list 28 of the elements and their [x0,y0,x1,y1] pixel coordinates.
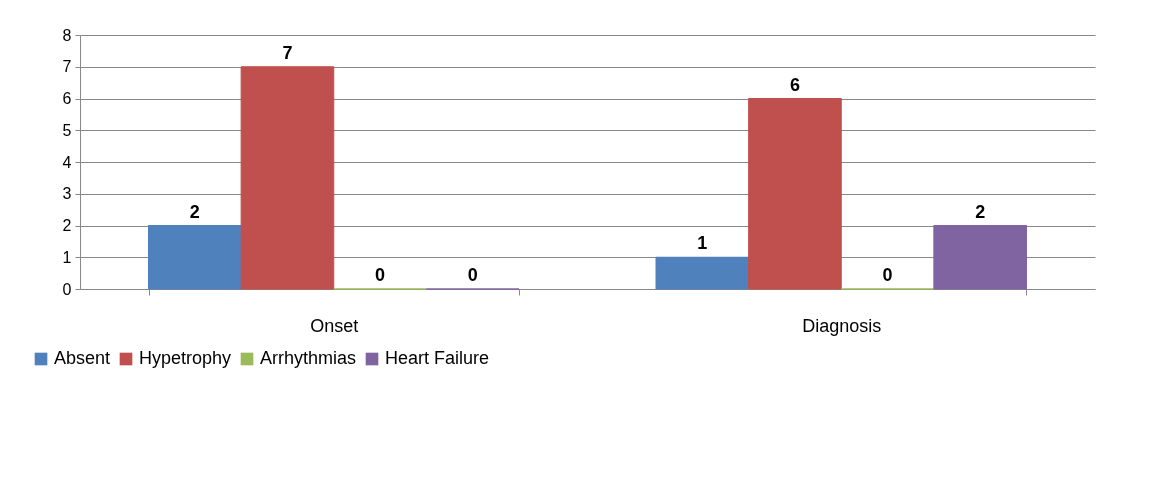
data-label: 7 [282,42,293,63]
y-tick-label: 8 [62,26,72,44]
data-label: 6 [789,74,800,95]
data-label: 0 [375,265,386,285]
data-label: 1 [697,233,708,254]
y-tick-label: 6 [62,90,72,107]
x-tick-label: Diagnosis [802,315,882,336]
data-label: 2 [975,201,986,222]
y-tick-label: 0 [62,280,72,298]
data-label: 2 [189,201,200,222]
y-tick-label: 2 [62,217,72,234]
legend-label: Hypetrophy [139,348,232,368]
legend-label: Arrhythmias [260,348,357,368]
bar [933,225,1027,290]
bar [655,256,750,290]
y-tick-label: 1 [62,248,72,266]
data-label: 0 [467,265,478,285]
legend-label: Absent [54,348,111,368]
bar [240,66,335,290]
y-tick-label: 3 [62,185,72,203]
legend-label: Heart Failure [385,348,490,368]
bar [148,225,242,290]
data-label: 0 [882,265,893,285]
y-tick-label: 5 [62,121,72,139]
x-tick-label: Onset [310,315,359,336]
bar [748,98,842,290]
y-tick-label: 7 [62,58,72,76]
y-tick-label: 4 [62,153,72,171]
